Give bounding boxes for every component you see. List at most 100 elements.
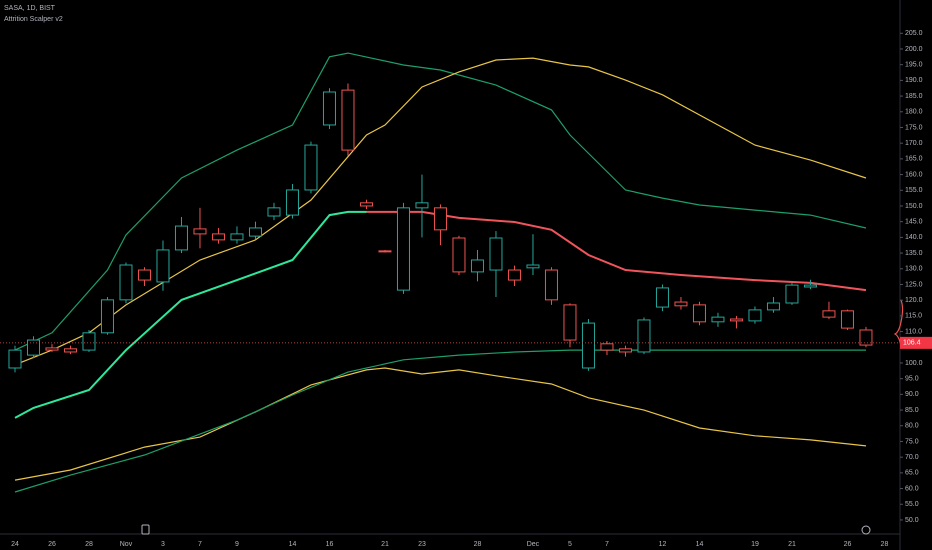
candle-body <box>322 91 336 126</box>
last-price-box <box>900 336 932 349</box>
y-tick-label: 50.0 <box>905 517 919 524</box>
candle-body <box>489 237 503 271</box>
x-tick-label: 28 <box>881 541 889 548</box>
x-tick-label: 9 <box>235 541 239 548</box>
candle-body <box>119 264 133 301</box>
y-tick-label: 170.0 <box>905 140 923 147</box>
y-tick-label: 155.0 <box>905 187 923 194</box>
candle-body <box>396 207 410 291</box>
x-tick-label: 28 <box>474 541 482 548</box>
candle-body <box>507 269 521 281</box>
y-tick-label: 165.0 <box>905 156 923 163</box>
candle-body <box>285 189 299 216</box>
y-tick-label: 145.0 <box>905 219 923 226</box>
candle-body <box>378 250 392 253</box>
y-tick-label: 110.0 <box>905 328 922 335</box>
y-tick-label: 140.0 <box>905 234 923 241</box>
x-tick-label: 5 <box>568 541 572 548</box>
candle-body <box>470 259 484 273</box>
candle-body <box>100 299 114 334</box>
candle-body <box>267 207 281 217</box>
x-tick-label: 12 <box>659 541 667 548</box>
y-tick-label: 150.0 <box>905 203 923 210</box>
x-tick-label: 24 <box>11 541 19 548</box>
candle-body <box>692 304 706 323</box>
candle-body <box>359 202 373 207</box>
y-tick-label: 80.0 <box>905 423 919 430</box>
candle-body <box>63 348 77 353</box>
candle-body <box>600 343 614 351</box>
goto-icon[interactable] <box>141 524 150 535</box>
dividend-icon[interactable] <box>861 525 871 535</box>
candle-body <box>563 304 577 341</box>
indicator-line <box>14 367 867 481</box>
y-tick-label: 195.0 <box>905 62 923 69</box>
x-tick-label: 3 <box>161 541 165 548</box>
x-tick-label: 21 <box>381 541 389 548</box>
x-tick-label: Nov <box>120 541 133 548</box>
x-tick-label: 23 <box>418 541 426 548</box>
y-tick-label: 180.0 <box>905 109 923 116</box>
candle-body <box>748 309 762 322</box>
last-price-label: 106.4 <box>903 340 921 347</box>
candle-body <box>526 264 540 269</box>
candle-body <box>137 269 151 281</box>
candle-body <box>248 227 262 237</box>
x-tick-label: 19 <box>751 541 759 548</box>
candle-body <box>156 249 170 283</box>
candle-body <box>211 233 225 241</box>
candle-body <box>655 287 669 308</box>
candle-body <box>415 202 429 209</box>
candle-body <box>618 348 632 353</box>
y-tick-label: 70.0 <box>905 454 919 461</box>
y-tick-label: 130.0 <box>905 266 923 273</box>
candle-body <box>174 225 188 251</box>
y-tick-label: 100.0 <box>905 360 923 367</box>
y-tick-label: 65.0 <box>905 470 919 477</box>
x-tick-label: 7 <box>198 541 202 548</box>
y-tick-label: 55.0 <box>905 501 919 508</box>
y-tick-label: 160.0 <box>905 171 923 178</box>
y-tick-label: 175.0 <box>905 124 923 131</box>
y-tick-label: 200.0 <box>905 46 923 53</box>
candle-body <box>803 284 817 288</box>
x-tick-label: 7 <box>605 541 609 548</box>
chart-title: SASA, 1D, BIST <box>4 5 56 12</box>
x-tick-label: 28 <box>85 541 93 548</box>
y-tick-label: 135.0 <box>905 250 923 257</box>
y-tick-label: 95.0 <box>905 376 919 383</box>
x-tick-label: 21 <box>788 541 796 548</box>
y-tick-label: 190.0 <box>905 77 923 84</box>
y-tick-label: 125.0 <box>905 281 923 288</box>
x-tick-label: 14 <box>289 541 297 548</box>
candle-body <box>711 316 725 323</box>
indicator-line <box>14 210 367 419</box>
candle-body <box>193 228 207 235</box>
y-tick-label: 205.0 <box>905 30 923 37</box>
x-tick-label: 14 <box>696 541 704 548</box>
x-tick-label: 16 <box>326 541 334 548</box>
candle-body <box>766 302 780 311</box>
candle-body <box>674 301 688 307</box>
candle-body <box>230 233 244 241</box>
candle-body <box>304 144 318 191</box>
y-tick-label: 115.0 <box>905 313 922 320</box>
indicator-line <box>14 57 867 366</box>
candle-body <box>8 349 22 369</box>
candle-body <box>45 347 59 351</box>
y-tick-label: 185.0 <box>905 93 923 100</box>
candle-body <box>433 207 447 231</box>
y-tick-label: 75.0 <box>905 438 919 445</box>
candle-body <box>859 329 873 346</box>
y-tick-label: 60.0 <box>905 485 919 492</box>
candle-body <box>82 332 96 351</box>
brace-icon <box>893 299 904 347</box>
x-tick-label: 26 <box>48 541 56 548</box>
candle-body <box>729 318 743 322</box>
y-tick-label: 120.0 <box>905 297 923 304</box>
x-tick-label: 26 <box>844 541 852 548</box>
x-tick-label: Dec <box>527 541 540 548</box>
candle-body <box>840 310 854 329</box>
